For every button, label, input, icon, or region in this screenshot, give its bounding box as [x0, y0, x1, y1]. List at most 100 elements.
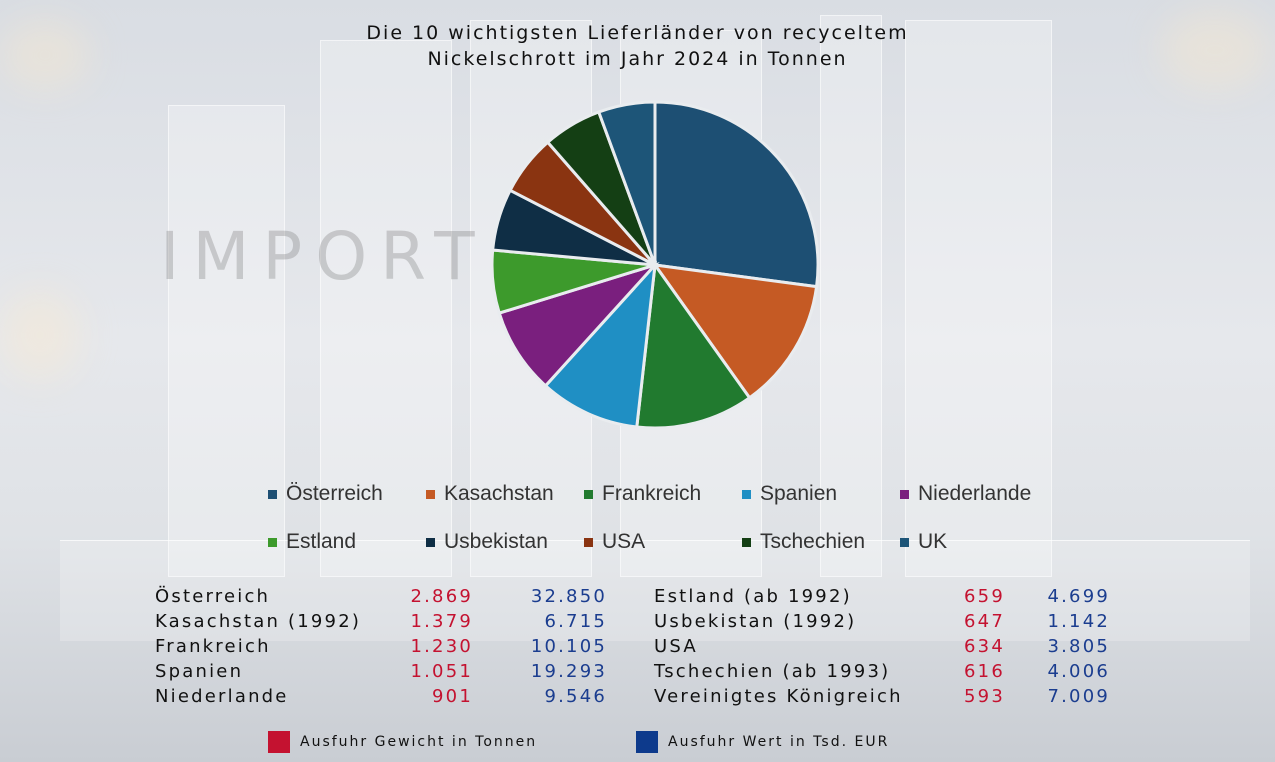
pie-slice-spanien — [543, 260, 658, 429]
legend-item: Tschechien — [742, 530, 900, 554]
country-name: Niederlande — [155, 686, 289, 707]
weight-value: 659 — [964, 586, 1005, 607]
legend-swatch — [742, 489, 751, 499]
export-value: 19.293 — [530, 661, 607, 682]
weight-value: 634 — [964, 636, 1005, 657]
export-value: 7.009 — [1047, 686, 1110, 707]
legend-item: Usbekistan — [426, 530, 584, 554]
legend-swatch — [426, 489, 435, 499]
legend-row: Estland Usbekistan USA Tschechien UK — [268, 518, 1068, 566]
weight-value: 1.051 — [410, 661, 473, 682]
background-glass-block — [168, 105, 285, 577]
legend-item: Kasachstan — [426, 482, 584, 506]
background-light — [0, 20, 90, 90]
table-row: Frankreich 1.230 10.105 — [155, 634, 625, 659]
country-name: Vereinigtes Königreich — [654, 686, 903, 707]
watermark-text: IMPORT — [160, 218, 488, 295]
table-row: Niederlande 901 9.546 — [155, 684, 625, 709]
chart-title-line-1: Die 10 wichtigsten Lieferländer von recy… — [366, 22, 909, 44]
country-name: Estland (ab 1992) — [654, 586, 852, 607]
key-weight-label: Ausfuhr Gewicht in Tonnen — [300, 734, 538, 750]
export-value: 3.805 — [1047, 636, 1110, 657]
table-row: Tschechien (ab 1993) 616 4.006 — [654, 659, 1124, 684]
export-value: 1.142 — [1047, 611, 1110, 632]
country-name: USA — [654, 636, 698, 657]
legend-swatch — [900, 537, 909, 547]
chart-title-line-2: Nickelschrott im Jahr 2024 in Tonnen — [427, 48, 848, 70]
data-table-left: Österreich 2.869 32.850 Kasachstan (1992) 1.… — [155, 584, 625, 709]
export-value: 9.546 — [544, 686, 607, 707]
pie-slice-niederlande — [497, 261, 660, 388]
legend-label: Spanien — [760, 482, 838, 505]
background-glass-block — [905, 20, 1052, 577]
weight-value: 593 — [964, 686, 1005, 707]
legend-label: Usbekistan — [444, 530, 548, 553]
background-light — [0, 290, 80, 380]
export-value: 6.715 — [544, 611, 607, 632]
legend-item: Niederlande — [900, 482, 1058, 506]
country-name: Kasachstan (1992) — [155, 611, 362, 632]
legend-swatch — [584, 489, 593, 499]
table-row: Österreich 2.869 32.850 — [155, 584, 625, 609]
legend-label: Niederlande — [918, 482, 1032, 505]
legend-item: Österreich — [268, 482, 426, 506]
export-value: 4.699 — [1047, 586, 1110, 607]
export-value: 32.850 — [530, 586, 607, 607]
legend-label: UK — [918, 530, 948, 553]
pie-slice-kasachstan — [651, 263, 819, 400]
legend-swatch — [742, 537, 751, 547]
background-light — [1160, 10, 1270, 90]
weight-value: 2.869 — [410, 586, 473, 607]
pie-chart — [490, 100, 820, 430]
legend-swatch — [268, 489, 277, 499]
table-row: Spanien 1.051 19.293 — [155, 659, 625, 684]
weight-value: 1.379 — [410, 611, 473, 632]
key-value-label: Ausfuhr Wert in Tsd. EUR — [668, 734, 890, 750]
key-value: Ausfuhr Wert in Tsd. EUR — [636, 731, 889, 753]
pie-slice-österreich — [653, 100, 820, 289]
legend-label: USA — [602, 530, 646, 553]
legend-item: USA — [584, 530, 742, 554]
background-glass-block — [820, 15, 882, 577]
legend-label: Österreich — [286, 482, 383, 505]
country-name: Österreich — [155, 586, 271, 607]
country-name: Frankreich — [155, 636, 271, 657]
legend-row: Österreich Kasachstan Frankreich Spanien Nie… — [268, 470, 1068, 518]
weight-value: 647 — [964, 611, 1005, 632]
export-value: 10.105 — [530, 636, 607, 657]
data-table-right: Estland (ab 1992) 659 4.699 Usbekistan (199… — [654, 584, 1124, 709]
legend-label: Estland — [286, 530, 357, 553]
legend-swatch — [900, 489, 909, 499]
table-row: Usbekistan (1992) 647 1.142 — [654, 609, 1124, 634]
key-weight-swatch — [268, 731, 290, 753]
chart-title: Die 10 wichtigsten Lieferländer von recy… — [0, 20, 1275, 72]
weight-value: 901 — [432, 686, 473, 707]
legend-swatch — [268, 537, 277, 547]
legend-label: Kasachstan — [444, 482, 554, 505]
table-row: USA 634 3.805 — [654, 634, 1124, 659]
legend-label: Tschechien — [760, 530, 866, 553]
pie-slice-uk — [596, 100, 657, 266]
weight-value: 1.230 — [410, 636, 473, 657]
table-row: Kasachstan (1992) 1.379 6.715 — [155, 609, 625, 634]
legend-swatch — [426, 537, 435, 547]
pie-slice-frankreich — [635, 260, 752, 430]
legend-item: Spanien — [742, 482, 900, 506]
legend-label: Frankreich — [602, 482, 702, 505]
legend-item: Estland — [268, 530, 426, 554]
key-weight: Ausfuhr Gewicht in Tonnen — [268, 731, 537, 753]
weight-value: 616 — [964, 661, 1005, 682]
country-name: Spanien — [155, 661, 244, 682]
export-value: 4.006 — [1047, 661, 1110, 682]
legend-item: UK — [900, 530, 1058, 554]
country-name: Tschechien (ab 1993) — [654, 661, 891, 682]
legend-swatch — [584, 537, 593, 547]
chart-legend: Österreich Kasachstan Frankreich Spanien Nie… — [268, 470, 1068, 566]
legend-item: Frankreich — [584, 482, 742, 506]
background-glass-base — [60, 540, 1250, 641]
country-name: Usbekistan (1992) — [654, 611, 857, 632]
table-row: Vereinigtes Königreich 593 7.009 — [654, 684, 1124, 709]
key-value-swatch — [636, 731, 658, 753]
background-glass-block — [320, 40, 452, 577]
table-row: Estland (ab 1992) 659 4.699 — [654, 584, 1124, 609]
